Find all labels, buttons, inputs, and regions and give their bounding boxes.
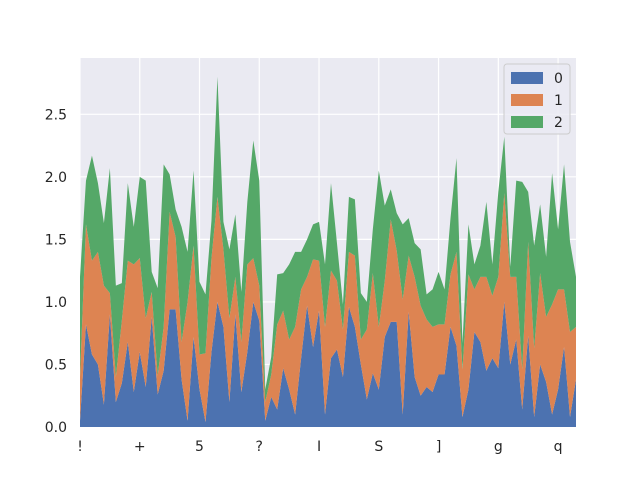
x-tick-labels: ! +5? I S] g q [77,439,562,455]
x-tick-label: q [554,439,563,455]
y-tick-label: 1.5 [45,232,67,248]
legend-swatch-2 [511,116,543,128]
area-series-1 [80,193,576,422]
x-tick-label: ! [77,439,83,455]
y-tick-labels: 0.0 0.5 1.0 1.5 2.0 2.5 [45,107,67,436]
area-series-2 [80,76,576,402]
area-series-0 [80,301,576,427]
legend-swatch-1 [511,94,543,106]
x-tick-label: I [317,439,321,455]
x-tick-label: ? [256,439,263,455]
x-tick-label: g [494,439,503,455]
legend-label-2: 2 [554,115,563,131]
x-tick-label: S [374,439,383,455]
area-series-group [80,76,576,427]
legend-swatch-0 [511,72,543,84]
x-tick-label: + [134,439,146,455]
legend: 0 1 2 [503,63,571,135]
y-tick-label: 1.0 [45,295,67,311]
y-tick-label: 2.5 [45,107,67,123]
x-tick-label: ] [436,439,441,455]
x-tick-label: 5 [195,439,204,455]
y-tick-label: 2.0 [45,170,67,186]
y-tick-label: 0.0 [45,420,67,436]
legend-label-1: 1 [554,93,563,109]
legend-label-0: 0 [554,71,563,87]
y-tick-label: 0.5 [45,357,67,373]
